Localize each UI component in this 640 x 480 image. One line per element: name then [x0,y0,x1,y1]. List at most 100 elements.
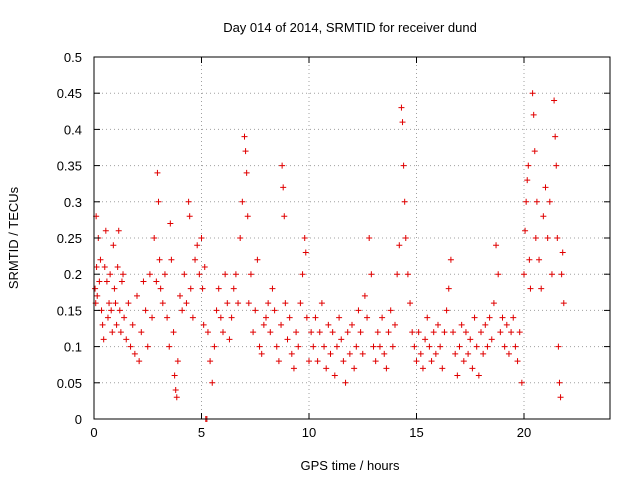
data-point [286,314,293,321]
x-axis-label: GPS time / hours [301,458,400,473]
data-point [281,213,288,220]
data-point [493,242,500,249]
y-tick-label: 0.45 [57,86,82,101]
data-point [149,314,156,321]
data-point [196,271,203,278]
data-point [301,235,308,241]
x-tick-label: 15 [409,425,423,440]
data-point [99,321,106,328]
data-point [199,285,206,292]
data-point [235,300,242,307]
data-point [465,350,472,357]
data-point [524,177,531,184]
data-point [392,321,398,328]
data-point [486,314,493,321]
data-point [215,285,222,292]
data-point [327,350,334,357]
data-point [103,278,110,285]
data-point [402,235,409,241]
data-point [439,365,446,372]
data-point [353,343,360,350]
data-point [419,365,426,372]
data-point [100,336,107,343]
data-point [338,336,345,343]
x-tick-label: 5 [198,425,205,440]
y-tick-labels: 0 0.05 0.1 0.15 0.2 0.25 0.3 0.35 0.4 0.45 0.5 [57,50,82,427]
data-point [125,300,132,307]
x-tick-labels: 0 5 10 15 20 [90,425,531,440]
data-point [121,314,128,321]
data-point [441,329,448,336]
data-point [554,235,561,241]
data-point [323,365,330,372]
data-point [516,329,523,336]
data-point [366,235,373,241]
data-point [267,329,274,336]
data-point [96,278,103,285]
data-point [271,307,278,314]
data-point [316,329,323,336]
data-point [551,97,558,104]
y-tick-label: 0.5 [64,50,82,65]
data-point [456,343,463,350]
data-point [275,358,282,365]
data-point [521,271,527,278]
data-point [278,321,285,328]
data-point [290,365,297,372]
data-point [171,372,178,379]
data-point [242,148,249,155]
data-point [426,343,433,350]
data-point [527,285,534,292]
data-point [333,343,340,350]
data-point [526,256,533,263]
data-point [559,249,566,256]
data-point [523,198,530,205]
data-point [512,343,519,350]
data-point [136,358,143,365]
data-point [383,365,390,372]
data-point [302,249,309,256]
data-point [529,90,536,97]
data-point [530,111,537,118]
data-point [514,358,521,365]
data-point [113,321,120,328]
data-point [244,213,251,220]
data-point [471,314,478,321]
x-tick-label: 20 [517,425,531,440]
data-point [342,379,349,386]
data-point [430,329,437,336]
data-point [118,278,125,285]
data-point [102,227,109,234]
data-point [318,300,325,307]
data-point [279,162,286,169]
data-point [269,285,276,292]
data-point [525,162,532,169]
data-point [224,300,231,307]
data-point [359,350,366,357]
data-point [299,271,306,278]
data-point [97,256,104,263]
data-point [321,343,328,350]
data-point [189,314,196,321]
data-point [376,343,383,350]
data-point [104,314,111,321]
data-point [164,314,171,321]
data-point [114,263,121,270]
data-point [217,314,224,321]
data-point [484,343,491,350]
data-point [482,321,489,328]
data-point [368,271,375,278]
data-point [508,329,515,336]
data-point [349,321,355,328]
data-point [256,343,263,350]
data-point [462,329,469,336]
data-point [428,358,435,365]
data-point [213,307,220,314]
data-point [116,307,123,314]
data-point [284,336,291,343]
data-point [553,162,560,169]
data-point [140,278,147,285]
data-point [138,329,145,336]
data-point [247,271,254,278]
data-point [111,285,118,292]
